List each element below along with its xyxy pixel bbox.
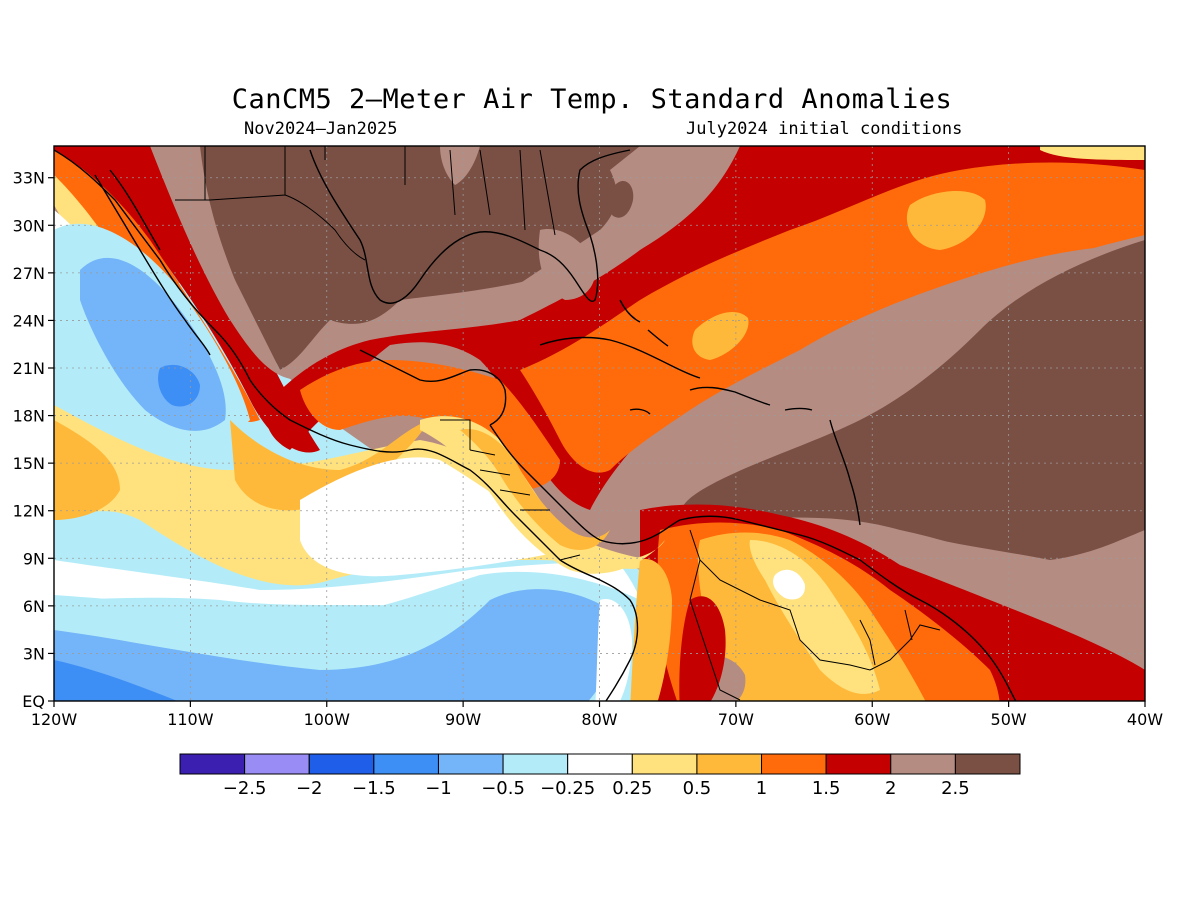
lat-tick-label: EQ — [22, 692, 45, 711]
lat-tick-label: 21N — [13, 359, 45, 378]
central-america-caribbean-coast — [489, 424, 861, 561]
lon-tick-label: 110W — [167, 710, 214, 729]
color-legend: −2.5 −2 −1.5 −1 −0.5 −0.25 0.25 0.5 1 1.5 2 2.5 — [179, 753, 1021, 799]
legend-label: 1 — [756, 778, 767, 799]
lat-tick-label: 24N — [13, 311, 45, 330]
legend-swatch — [761, 753, 827, 775]
forecast-period: Nov2024–Jan2025 — [244, 119, 398, 139]
south-america-borders — [689, 529, 941, 701]
yucatan-coast — [359, 349, 507, 426]
legend-label: 1.5 — [812, 778, 841, 799]
mexico-us-moderate-anomaly — [150, 146, 740, 380]
northeast-yellow-corner — [1040, 146, 1145, 160]
coastlines — [54, 149, 1017, 701]
lon-tick-label: 80W — [581, 710, 617, 729]
legend-swatch — [502, 753, 569, 775]
pacific-darkblue-south — [54, 660, 178, 701]
lat-tick-label: 18N — [13, 407, 45, 426]
south-america-white-spot — [773, 569, 806, 600]
lat-tick-label: 15N — [13, 454, 45, 473]
panama-orange-strip — [630, 559, 672, 701]
legend-label: −2.5 — [223, 778, 267, 799]
legend-swatch — [825, 753, 892, 775]
lon-tick-label: 50W — [991, 710, 1027, 729]
legend-swatch — [567, 753, 633, 775]
legend-swatch — [890, 753, 956, 775]
lat-tick-label: 27N — [13, 264, 45, 283]
legend-swatch — [631, 753, 698, 775]
pacific-neutral-core — [300, 457, 570, 577]
colombia-red-strip — [679, 596, 726, 701]
hispaniola — [689, 386, 771, 406]
florida-gulf-pale — [538, 229, 596, 300]
legend-swatch — [437, 753, 504, 775]
legend-label: −0.25 — [540, 778, 595, 799]
pacific-orange-belt-2 — [230, 420, 430, 511]
legend-label: −2 — [296, 778, 323, 799]
longitude-axis: 120W 110W 100W 90W 80W 70W 60W 50W 40W — [31, 701, 1163, 729]
legend-label: 2 — [885, 778, 896, 799]
lon-tick-label: 100W — [304, 710, 351, 729]
atlantic-strong-anomaly — [681, 240, 1145, 560]
caribbean-orange-band — [520, 162, 1145, 473]
latitude-axis: 33N 30N 27N 24N 21N 18N 15N 12N 9N 6N 3N EQ — [13, 169, 54, 711]
cuba — [539, 336, 701, 379]
central-america-orange — [460, 429, 610, 550]
legend-swatch — [373, 753, 439, 775]
pacific-orange-belt — [54, 420, 120, 520]
legend-label: −1 — [425, 778, 452, 799]
us-state-lines — [204, 146, 556, 236]
baja-warm-band — [54, 146, 320, 453]
lon-tick-label: 90W — [445, 710, 481, 729]
initial-conditions: July2024 initial conditions — [686, 119, 963, 139]
atlantic-south-pale — [900, 530, 1145, 650]
jamaica — [629, 408, 651, 415]
pacific-darkblue-spot — [158, 364, 200, 407]
lat-tick-label: 3N — [23, 644, 45, 663]
pacific-blue-south — [54, 589, 618, 701]
lon-tick-label: 60W — [854, 710, 890, 729]
lesser-antilles — [829, 419, 861, 526]
panama-white-strip — [595, 599, 632, 701]
gulf-coast — [309, 149, 631, 304]
lat-tick-label: 30N — [13, 216, 45, 235]
central-america-yellow — [420, 416, 665, 574]
baja-peninsula — [94, 169, 211, 356]
legend-swatch — [308, 753, 375, 775]
puerto-rico — [784, 407, 813, 411]
legend-swatch — [954, 753, 1021, 775]
lat-lon-grid — [54, 146, 1145, 701]
lat-tick-label: 12N — [13, 502, 45, 521]
lat-tick-label: 9N — [23, 549, 45, 568]
central-america-borders — [440, 419, 581, 561]
us-mexico-border — [175, 146, 366, 261]
legend-label: 0.5 — [683, 778, 712, 799]
lat-tick-label: 6N — [23, 597, 45, 616]
legend-swatch — [696, 753, 763, 775]
atlantic-yellow-spot — [906, 190, 986, 250]
lon-tick-label: 70W — [718, 710, 754, 729]
map-title: CanCM5 2–Meter Air Temp. Standard Anomal… — [231, 84, 953, 115]
lon-tick-label: 40W — [1127, 710, 1163, 729]
mexico-pacific-coast — [54, 149, 639, 701]
mexico-us-strong-anomaly — [200, 146, 644, 370]
lon-tick-label: 120W — [31, 710, 78, 729]
anomaly-field — [54, 146, 1145, 701]
legend-label: 0.25 — [612, 778, 652, 799]
legend-swatch — [179, 753, 246, 775]
legend-label: −0.5 — [481, 778, 525, 799]
legend-swatch — [244, 753, 310, 775]
political-boundaries — [175, 146, 941, 701]
bahamas-yellow-spot — [692, 311, 749, 360]
legend-label: −1.5 — [352, 778, 396, 799]
south-america-coast — [859, 559, 1017, 701]
bahamas — [619, 299, 669, 347]
lat-tick-label: 33N — [13, 169, 45, 188]
florida-gulf-dark-spot — [609, 180, 634, 218]
legend-label: 2.5 — [941, 778, 970, 799]
